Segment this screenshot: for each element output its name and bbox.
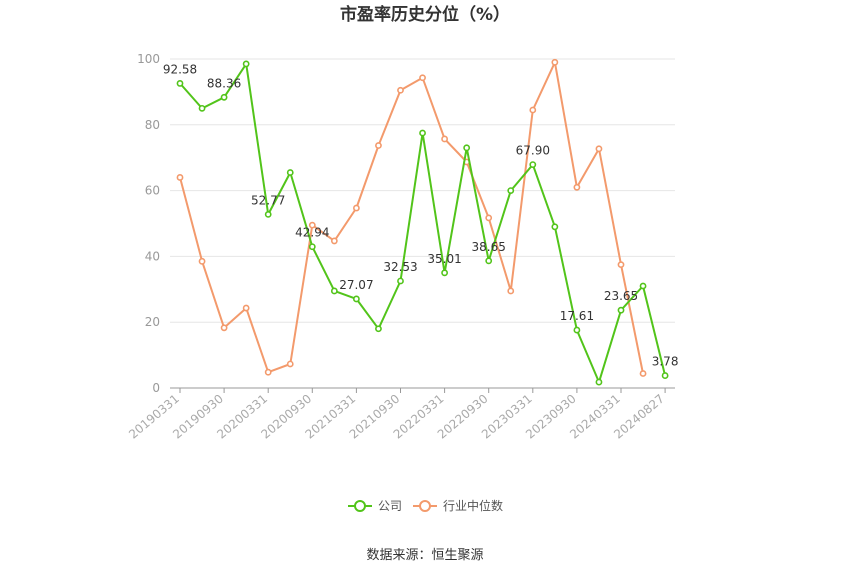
data-point[interactable] <box>176 174 184 181</box>
y-tick-label: 100 <box>137 52 160 66</box>
data-label: 38.65 <box>472 240 506 254</box>
y-tick-label: 20 <box>145 315 160 329</box>
data-point[interactable] <box>264 368 272 376</box>
data-point[interactable] <box>352 204 360 212</box>
data-point[interactable] <box>375 325 382 333</box>
data-point[interactable] <box>308 243 316 251</box>
data-point[interactable] <box>573 183 581 191</box>
data-labels: 92.58 88.36 52.77 42.94 27.07 32.53 35.01 38.65… <box>163 62 679 368</box>
data-point[interactable] <box>595 145 603 153</box>
data-label: 17.61 <box>560 309 594 323</box>
data-label: 42.94 <box>295 226 329 240</box>
data-point[interactable] <box>419 74 426 82</box>
data-point[interactable] <box>529 161 537 169</box>
data-point[interactable] <box>264 210 272 218</box>
data-point[interactable] <box>242 60 250 68</box>
legend-item-company[interactable]: 公司 <box>348 499 402 513</box>
data-point[interactable] <box>220 324 228 332</box>
y-tick-label: 0 <box>152 381 160 395</box>
data-point[interactable] <box>441 135 448 143</box>
data-point[interactable] <box>176 80 184 87</box>
data-point[interactable] <box>308 221 316 229</box>
data-point[interactable] <box>286 169 294 176</box>
data-point[interactable] <box>198 104 206 112</box>
y-tick-label: 40 <box>145 249 160 263</box>
data-label: 3.78 <box>652 355 679 369</box>
data-point[interactable] <box>551 58 559 66</box>
data-point[interactable] <box>639 370 647 377</box>
data-point[interactable] <box>220 93 228 101</box>
data-point[interactable] <box>352 295 360 303</box>
data-label: 32.53 <box>383 260 417 274</box>
data-point[interactable] <box>463 144 471 152</box>
data-point[interactable] <box>242 304 250 312</box>
data-point[interactable] <box>639 282 647 290</box>
data-point[interactable] <box>397 277 404 285</box>
data-point[interactable] <box>198 257 206 265</box>
data-point[interactable] <box>617 306 625 314</box>
data-point[interactable] <box>441 269 448 277</box>
series <box>176 58 669 386</box>
data-point[interactable] <box>375 142 382 149</box>
data-point[interactable] <box>573 326 581 334</box>
data-point[interactable] <box>595 378 603 386</box>
legend[interactable]: 公司 行业中位数 <box>348 498 503 513</box>
data-point[interactable] <box>330 287 338 295</box>
data-point[interactable] <box>330 237 338 245</box>
data-point[interactable] <box>507 187 515 194</box>
data-label: 23.65 <box>604 289 638 303</box>
grid <box>170 58 675 323</box>
data-label: 67.90 <box>516 144 550 158</box>
data-source: 数据来源：恒生聚源 <box>366 548 483 563</box>
data-label: 52.77 <box>251 193 285 207</box>
y-tick-label: 60 <box>145 184 160 198</box>
data-label: 88.36 <box>207 76 241 90</box>
data-label: 35.01 <box>427 252 461 266</box>
data-point[interactable] <box>529 106 537 114</box>
data-point[interactable] <box>286 360 294 368</box>
chart-title: 市盈率历史分位（%） <box>340 4 510 25</box>
series-line-0 <box>179 62 667 384</box>
legend-company-marker <box>354 500 366 512</box>
data-point[interactable] <box>485 214 493 222</box>
data-point[interactable] <box>397 86 404 94</box>
data-label: 92.58 <box>163 62 197 76</box>
data-point[interactable] <box>419 129 426 137</box>
legend-industry-marker <box>419 500 431 512</box>
legend-industry-label: 行业中位数 <box>443 498 503 513</box>
series-line-1 <box>179 61 644 374</box>
data-point[interactable] <box>485 257 493 265</box>
axes: 0204060801002019033120190930202003312020… <box>126 52 675 442</box>
data-point[interactable] <box>551 223 559 231</box>
legend-item-industry-median[interactable]: 行业中位数 <box>413 498 503 513</box>
y-tick-label: 80 <box>145 118 160 132</box>
data-label: 27.07 <box>339 278 373 292</box>
data-point[interactable] <box>617 261 625 269</box>
data-point[interactable] <box>661 372 669 379</box>
data-point[interactable] <box>507 287 515 295</box>
legend-company-label: 公司 <box>378 499 402 513</box>
